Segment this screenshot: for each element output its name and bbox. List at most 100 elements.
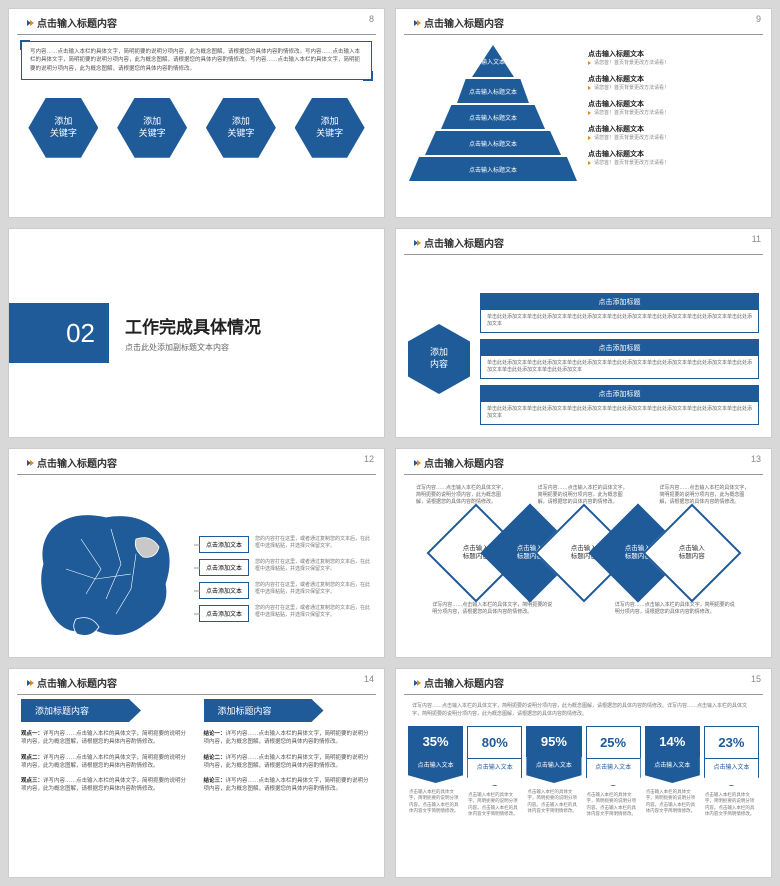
slide-title: 点击输入标题内容 xyxy=(424,235,753,250)
pyramid-level: 点击输入标题文本 xyxy=(441,105,545,129)
box-header: 点击添加标题 xyxy=(481,294,758,310)
map-callout: 点击添加文本您的内容打在这里，或者通过复制您的文本后，在此框中选择粘贴，并选择只… xyxy=(199,605,372,622)
box-header: 点击添加标题 xyxy=(481,386,758,402)
slide-title: 点击输入标题内容 xyxy=(424,15,753,30)
percent-label: 点击输入文本 xyxy=(467,758,522,786)
pyramid-level: 点击输入标题文本 xyxy=(425,131,561,155)
text-block: 详写内容……点击输入本栏的具体文字，简明扼要的说明分项内容，此为概念图解，请根据… xyxy=(659,485,751,506)
column-header: 添加标题内容 xyxy=(21,699,141,722)
diamond-item: 点击输入标题内容 xyxy=(642,504,741,603)
slide-header: 点击输入标题内容 xyxy=(17,669,376,695)
percent-value: 23% xyxy=(705,727,758,758)
percent-label: 点击输入文本 xyxy=(586,758,641,786)
map-callout: 点击添加文本您的内容打在这里，或者通过复制您的文本后，在此框中选择粘贴，并选择只… xyxy=(199,536,372,553)
slide-title: 点击输入标题内容 xyxy=(424,455,753,470)
pyramid-level: 输入文本 xyxy=(472,45,514,77)
percent-sub: 点击输入本栏的具体文字，简明扼要的说明分项内容。点击输入本栏的具体内容文字简明情… xyxy=(526,789,581,814)
slide-body: 添加标题内容观点一：详写内容……点击输入本栏的具体文字，简明扼要的说明分项内容，… xyxy=(9,695,384,877)
percent-value: 25% xyxy=(587,727,640,758)
chevron-icon xyxy=(27,680,33,686)
box-body: 单击此处添加文本单击此处添加文本单击此处添加文本单击此处添加文本单击此处添加文本… xyxy=(481,402,758,424)
pyramid-list-item: 点击输入标题文本请您首！首页背景更改方法请看！ xyxy=(588,49,759,66)
slide-header: 点击输入标题内容 xyxy=(17,449,376,475)
content-box: 点击添加标题单击此处添加文本单击此处添加文本单击此处添加文本单击此处添加文本单击… xyxy=(480,339,759,379)
hex-item: 添加关键字 xyxy=(117,98,187,158)
percent-value: 80% xyxy=(468,727,521,758)
text-block: 详写内容……点击输入本栏的具体文字，简明扼要的说明分项内容，请根据您的具体内容酌… xyxy=(615,602,735,616)
slide-13: 13 点击输入标题内容 详写内容……点击输入本栏的具体文字，简明扼要的说明分项内… xyxy=(395,448,772,658)
pyramid-list-item: 点击输入标题文本请您首！首页背景更改方法请看！ xyxy=(588,124,759,141)
pyramid-list-item: 点击输入标题文本请您首！首页背景更改方法请看！ xyxy=(588,149,759,166)
percent-value: 35% xyxy=(408,726,463,757)
page-number: 9 xyxy=(756,14,761,24)
percent-arrow: 14% 点击输入文本 点击输入本栏的具体文字，简明扼要的说明分项内容。点击输入本… xyxy=(645,726,700,817)
map-callout: 点击添加文本您的内容打在这里，或者通过复制您的文本后，在此框中选择粘贴，并选择只… xyxy=(199,582,372,599)
box-body: 单击此处添加文本单击此处添加文本单击此处添加文本单击此处添加文本单击此处添加文本… xyxy=(481,310,758,332)
percent-sub: 点击输入本栏的具体文字，简明扼要的说明分项内容。点击输入本栏的具体内容文字简明情… xyxy=(645,789,700,814)
page-number: 11 xyxy=(752,234,761,244)
bullet-item: 观点三：详写内容……点击输入本栏的具体文字，简明扼要的说明分项内容，此为概念图解… xyxy=(21,777,190,794)
chevron-icon xyxy=(27,20,33,26)
bullet-item: 结论三：详写内容……点击输入本栏的具体文字，简明扼要的说明分项内容，此为概念图解… xyxy=(204,777,373,794)
slide-body: 添加内容 点击添加标题单击此处添加文本单击此处添加文本单击此处添加文本单击此处添… xyxy=(396,255,771,438)
slide-11: 11 点击输入标题内容 添加内容 点击添加标题单击此处添加文本单击此处添加文本单… xyxy=(395,228,772,438)
content-box: 点击添加标题单击此处添加文本单击此处添加文本单击此处添加文本单击此处添加文本单击… xyxy=(480,293,759,333)
callout-desc: 您的内容打在这里，或者通过复制您的文本后，在此框中选择粘贴，并选择只保留文字。 xyxy=(255,582,372,596)
percent-bar-row: 35% 点击输入文本 点击输入本栏的具体文字，简明扼要的说明分项内容。点击输入本… xyxy=(408,726,759,817)
slide-title: 点击输入标题内容 xyxy=(37,675,366,690)
section-subtitle: 点击此处添加副标题文本内容 xyxy=(125,342,261,353)
percent-sub: 点击输入本栏的具体文字，简明扼要的说明分项内容。点击输入本栏的具体内容文字简明情… xyxy=(408,789,463,814)
percent-sub: 点击输入本栏的具体文字，简明扼要的说明分项内容。点击输入本栏的具体内容文字简明情… xyxy=(467,792,522,817)
slide-title: 点击输入标题内容 xyxy=(424,675,753,690)
bullet-item: 观点二：详写内容……点击输入本栏的具体文字，简明扼要的说明分项内容，此为概念图解… xyxy=(21,754,190,771)
callout-label: 点击添加文本 xyxy=(199,582,249,599)
slide-header: 点击输入标题内容 xyxy=(17,9,376,35)
slide-12: 12 点击输入标题内容 点击添加文本您的内容打在这里，或者通过复制您的文本后，在… xyxy=(8,448,385,658)
box-list: 点击添加标题单击此处添加文本单击此处添加文本单击此处添加文本单击此处添加文本单击… xyxy=(480,293,759,425)
chevron-icon xyxy=(414,240,420,246)
map-callout: 点击添加文本您的内容打在这里，或者通过复制您的文本后，在此框中选择粘贴，并选择只… xyxy=(199,559,372,576)
pyramid-list: 点击输入标题文本请您首！首页背景更改方法请看！ 点击输入标题文本请您首！首页背景更… xyxy=(588,45,759,181)
slide-body: 写内容……点击输入本栏的具体文字，简明扼要的说明分项内容，此为概念图解，请根据您… xyxy=(9,35,384,217)
percent-value: 14% xyxy=(645,726,700,757)
percent-sub: 点击输入本栏的具体文字，简明扼要的说明分项内容。点击输入本栏的具体内容文字简明情… xyxy=(704,792,759,817)
pyramid-list-item: 点击输入标题文本请您首！首页背景更改方法请看！ xyxy=(588,74,759,91)
section-title: 工作完成具体情况 xyxy=(125,313,261,338)
box-body: 单击此处添加文本单击此处添加文本单击此处添加文本单击此处添加文本单击此处添加文本… xyxy=(481,356,758,378)
percent-sub: 点击输入本栏的具体文字，简明扼要的说明分项内容。点击输入本栏的具体内容文字简明情… xyxy=(586,792,641,817)
diamond-row: 点击输入标题内容点击输入标题内容点击输入标题内容点击输入标题内容点击输入标题内容 xyxy=(408,518,759,588)
callout-text: 写内容……点击输入本栏的具体文字，简明扼要的说明分项内容，此为概念图解，请根据您… xyxy=(21,41,372,80)
slide-body: 详写内容……点击输入本栏的具体文字，简明扼要的说明分项内容，此为概念图解，请根据… xyxy=(396,695,771,877)
bullet-item: 结论二：详写内容……点击输入本栏的具体文字，简明扼要的说明分项内容，此为概念图解… xyxy=(204,754,373,771)
section-number: 02 xyxy=(66,318,95,349)
section-body: 02 工作完成具体情况 点击此处添加副标题文本内容 xyxy=(9,229,384,437)
pyramid-list-item: 点击输入标题文本请您首！首页背景更改方法请看！ xyxy=(588,99,759,116)
page-number: 12 xyxy=(364,454,374,464)
callout-desc: 您的内容打在这里，或者通过复制您的文本后，在此框中选择粘贴，并选择只保留文字。 xyxy=(255,536,372,550)
section-text: 工作完成具体情况 点击此处添加副标题文本内容 xyxy=(125,313,261,353)
slide-body: 详写内容……点击输入本栏的具体文字，简明扼要的说明分项内容，此为概念图解，请根据… xyxy=(396,475,771,657)
chevron-icon xyxy=(414,680,420,686)
bottom-text-row: 详写内容……点击输入本栏的具体文字，简明扼要的说明分项内容，请根据您的具体内容酌… xyxy=(408,602,759,616)
percent-label: 点击输入文本 xyxy=(645,757,700,783)
chevron-icon xyxy=(414,20,420,26)
map-callout-list: 点击添加文本您的内容打在这里，或者通过复制您的文本后，在此框中选择粘贴，并选择只… xyxy=(199,481,372,658)
slide-header: 点击输入标题内容 xyxy=(404,669,763,695)
hex-item: 添加关键字 xyxy=(206,98,276,158)
slide-14: 14 点击输入标题内容 添加标题内容观点一：详写内容……点击输入本栏的具体文字，… xyxy=(8,668,385,878)
slide-body: 点击添加文本您的内容打在这里，或者通过复制您的文本后，在此框中选择粘贴，并选择只… xyxy=(9,475,384,658)
column-header: 添加标题内容 xyxy=(204,699,324,722)
page-number: 15 xyxy=(751,674,761,684)
bullet-item: 观点一：详写内容……点击输入本栏的具体文字，简明扼要的说明分项内容，此为概念图解… xyxy=(21,730,190,747)
slide-title: 点击输入标题内容 xyxy=(37,455,366,470)
callout-desc: 您的内容打在这里，或者通过复制您的文本后，在此框中选择粘贴，并选择只保留文字。 xyxy=(255,605,372,619)
percent-arrow: 80% 点击输入文本 点击输入本栏的具体文字，简明扼要的说明分项内容。点击输入本… xyxy=(467,726,522,817)
hex-row: 添加关键字添加关键字添加关键字添加关键字 xyxy=(21,98,372,158)
callout-label: 点击添加文本 xyxy=(199,605,249,622)
callout-label: 点击添加文本 xyxy=(199,559,249,576)
percent-label: 点击输入文本 xyxy=(526,757,581,783)
slide-8: 8 点击输入标题内容 写内容……点击输入本栏的具体文字，简明扼要的说明分项内容，… xyxy=(8,8,385,218)
hex-label: 添加内容 xyxy=(408,324,470,394)
callout-label: 点击添加文本 xyxy=(199,536,249,553)
slide-header: 点击输入标题内容 xyxy=(404,449,763,475)
